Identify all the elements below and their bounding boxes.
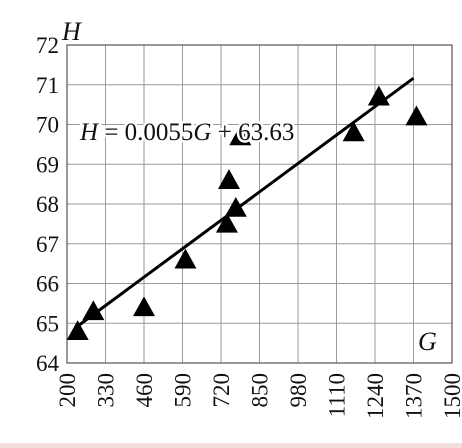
x-axis-label: G <box>418 327 437 356</box>
y-tick-labels: 64 65 66 67 68 69 70 71 72 <box>36 33 60 376</box>
y-tick-label: 68 <box>36 192 59 217</box>
x-tick-label: 460 <box>132 373 157 408</box>
data-point <box>342 121 365 142</box>
data-point <box>367 85 390 106</box>
y-tick-label: 71 <box>36 73 59 98</box>
y-tick-label: 70 <box>36 113 59 138</box>
data-points <box>66 85 428 340</box>
x-tick-label: 1370 <box>402 373 427 419</box>
data-point <box>215 212 238 233</box>
x-tick-label: 1500 <box>440 373 462 419</box>
x-tick-label: 1240 <box>363 373 388 419</box>
data-point <box>224 196 247 217</box>
x-tick-label: 720 <box>209 373 234 408</box>
y-tick-label: 67 <box>36 232 59 257</box>
y-tick-label: 72 <box>36 33 59 58</box>
trend-line <box>76 76 415 328</box>
x-tick-label: 330 <box>94 373 119 408</box>
y-tick-label: 66 <box>36 272 59 297</box>
x-tick-label: 850 <box>248 373 273 408</box>
y-tick-label: 69 <box>36 152 59 177</box>
x-tick-label: 1110 <box>325 373 350 417</box>
x-tick-labels: 200 330 460 590 720 850 980 1110 1240 1370 1500 <box>55 373 462 419</box>
data-point <box>82 300 105 321</box>
data-point <box>217 169 240 189</box>
x-tick-label: 590 <box>171 373 196 408</box>
x-tick-label: 980 <box>286 373 311 408</box>
plot-frame <box>66 44 453 364</box>
y-axis-label: H <box>61 17 82 46</box>
data-point <box>66 320 89 340</box>
data-point <box>174 248 197 269</box>
data-point <box>133 296 155 317</box>
x-tick-label: 200 <box>55 373 80 408</box>
data-point <box>405 105 428 126</box>
y-tick-label: 65 <box>36 311 59 336</box>
y-tick-label: 64 <box>36 351 60 376</box>
data-point <box>229 125 252 146</box>
trendline-equation: H = 0.0055G + 63.63 <box>79 119 294 146</box>
